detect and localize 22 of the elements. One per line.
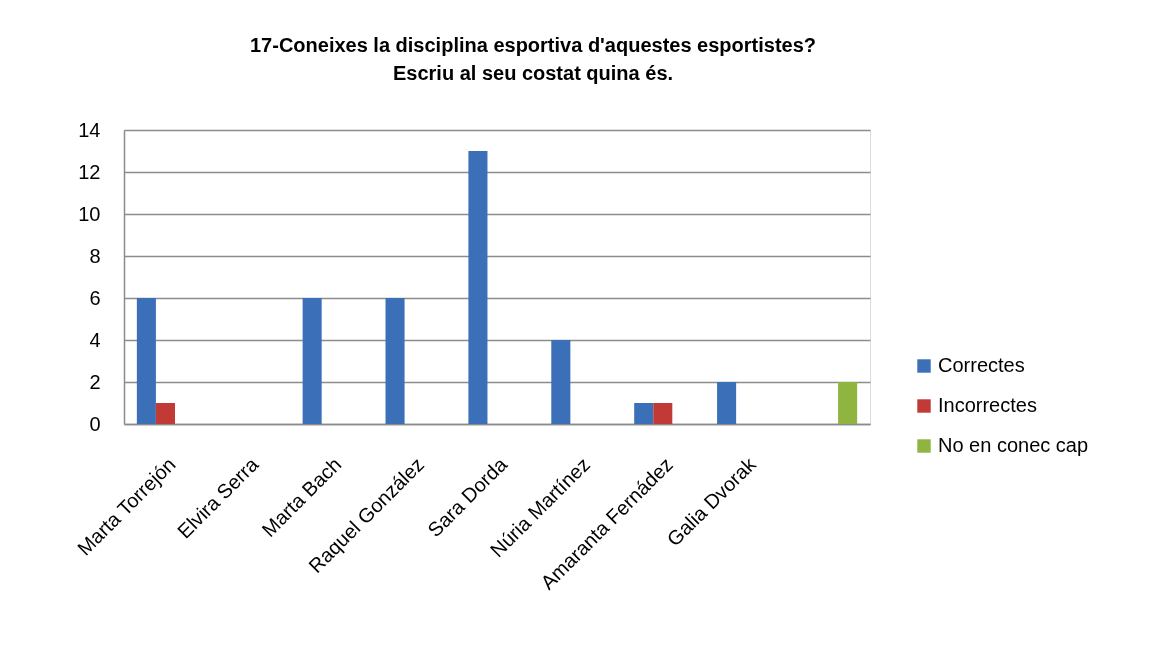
bar: [551, 340, 571, 424]
bar: [302, 298, 322, 424]
y-tick-label: 0: [89, 412, 101, 435]
legend-label: Correctes: [938, 354, 1025, 376]
legend-label: Incorrectes: [938, 394, 1037, 416]
y-tick-label: 4: [89, 328, 101, 351]
y-tick-label: 12: [78, 160, 101, 183]
y-tick-label: 2: [89, 370, 101, 393]
chart-title: 17-Coneixes la disciplina esportiva d'aquestes esportistes? Escriu al seu costat quina és.: [249, 34, 817, 84]
y-tick-label: 14: [78, 118, 101, 141]
bar: [634, 403, 654, 424]
y-tick-label: 6: [89, 286, 101, 309]
bar: [155, 403, 175, 424]
bar: [385, 298, 405, 424]
legend-label: No en conec cap: [938, 434, 1089, 456]
y-tick-label: 8: [89, 244, 101, 267]
bar: [838, 382, 858, 424]
bar: [653, 403, 673, 424]
bar: [468, 151, 488, 424]
bar: [136, 298, 156, 424]
bar: [717, 382, 737, 424]
y-tick-label: 10: [78, 202, 101, 225]
